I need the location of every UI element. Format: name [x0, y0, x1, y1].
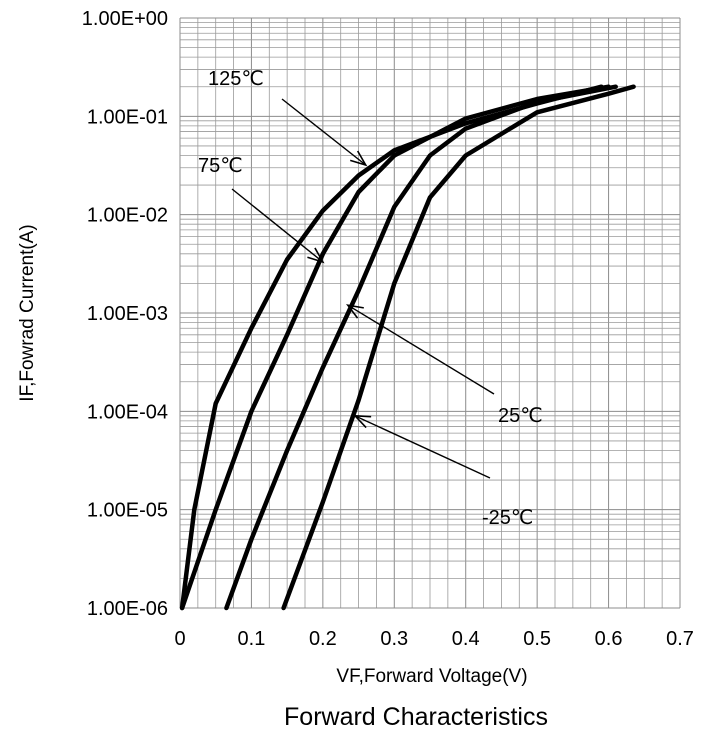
annotation-layer: 125℃ 75℃ 25℃ -25℃	[198, 68, 543, 529]
y-tick-label: 1.00E-06	[87, 598, 168, 620]
chart-title: Forward Characteristics	[284, 703, 548, 731]
annotation-arrowhead	[346, 304, 364, 319]
series-layer: 125℃75℃ 25℃ -25℃	[179, 84, 636, 611]
annotation-arrowhead	[349, 150, 368, 167]
annotation-label: -25℃	[482, 507, 533, 529]
x-tick-label: 0.7	[666, 628, 694, 650]
annotation-arrow-line	[347, 304, 495, 395]
annotation-label: 75℃	[198, 155, 243, 177]
x-tick-label: 0.6	[595, 628, 623, 650]
series-line-1: 75℃	[179, 84, 611, 611]
y-tick-label: 1.00E-04	[87, 401, 168, 423]
x-tick-label: 0.5	[523, 628, 551, 650]
x-axis-label: VF,Forward Voltage(V)	[336, 666, 527, 687]
x-tick-label: 0.3	[380, 628, 408, 650]
x-tick-label: 0.1	[238, 628, 266, 650]
annotation-arrow-line	[354, 415, 491, 479]
annotation-arrow-line	[231, 188, 324, 263]
y-tick-label: 1.00E-05	[87, 500, 168, 522]
x-tick-label: 0.2	[309, 628, 337, 650]
y-tick-label: 1.00E-02	[87, 205, 168, 227]
y-axis-label: IF,Fowrad Current(A)	[17, 224, 38, 401]
x-tick-label: 0	[174, 628, 185, 650]
y-tick-label: 1.00E-03	[87, 303, 168, 325]
ticks-layer: 1.00E+00 1.00E-01 1.00E-02 1.00E-03 1.00…	[82, 8, 694, 650]
y-tick-label: 1.00E+00	[82, 8, 168, 30]
grid	[179, 17, 681, 609]
annotation-arrowhead	[353, 414, 372, 429]
series-line-3: -25℃	[281, 84, 636, 611]
annotation-label: 125℃	[208, 68, 264, 90]
annotation-label: 25℃	[498, 405, 543, 427]
y-tick-label: 1.00E-01	[87, 106, 168, 128]
series-line-2: 25℃	[224, 84, 618, 611]
annotation-arrowhead	[307, 247, 325, 264]
annotation-arrow-line	[281, 98, 367, 166]
series-line-0: 125℃	[179, 84, 604, 611]
x-tick-label: 0.4	[452, 628, 480, 650]
